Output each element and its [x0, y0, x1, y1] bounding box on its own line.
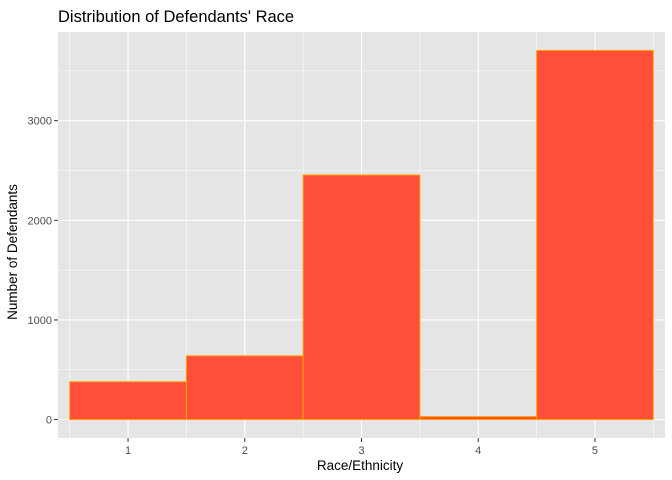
- x-tick-label: 2: [242, 445, 248, 457]
- bars: [69, 49, 654, 421]
- bar-5: [536, 49, 654, 421]
- bar-1: [69, 381, 187, 421]
- y-tick-label: 2000: [28, 215, 52, 227]
- y-tick-label: 1000: [28, 315, 52, 327]
- chart-title: Distribution of Defendants' Race: [58, 8, 294, 26]
- y-axis-title: Number of Defendants: [5, 184, 20, 320]
- x-tick-label: 1: [125, 445, 131, 457]
- x-tick-label: 4: [475, 445, 481, 457]
- bar-3: [302, 174, 421, 421]
- bar-2: [185, 355, 304, 421]
- y-tick-label: 3000: [28, 116, 52, 128]
- x-axis: 1 2 3 4 5: [125, 438, 598, 457]
- y-tick-label: 0: [46, 415, 52, 427]
- bar-4: [419, 416, 538, 421]
- x-tick-label: 5: [592, 445, 598, 457]
- y-axis: 0 1000 2000 3000: [28, 116, 58, 427]
- x-axis-title: Race/Ethnicity: [317, 458, 404, 473]
- x-tick-label: 3: [358, 445, 364, 457]
